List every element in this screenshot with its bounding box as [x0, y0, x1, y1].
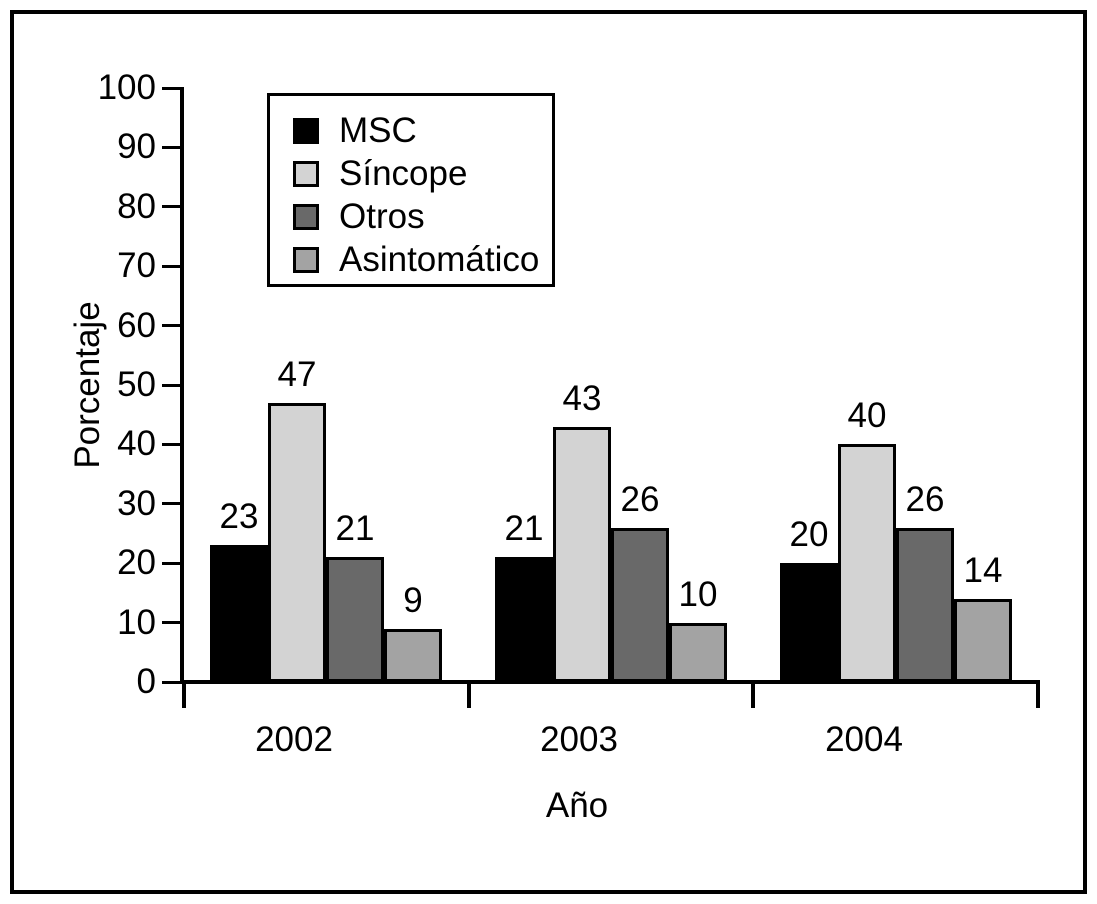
- bar-asintomático-2003: [669, 623, 727, 682]
- y-tick-label: 80: [117, 186, 156, 226]
- bar-value-label: 20: [789, 515, 829, 554]
- bar-value-label: 26: [905, 480, 945, 519]
- bar-síncope-2004: [838, 444, 896, 682]
- legend-row: MSC: [293, 109, 552, 152]
- x-axis-title: Año: [545, 786, 609, 825]
- y-tick-mark: [162, 145, 184, 149]
- legend-label: Asintomático: [339, 239, 540, 279]
- y-tick-mark: [162, 502, 184, 506]
- y-tick-label: 30: [117, 483, 156, 523]
- y-tick-mark: [162, 205, 184, 209]
- legend-label: MSC: [339, 110, 417, 150]
- x-tick-mark: [1036, 680, 1040, 708]
- y-tick-mark: [162, 561, 184, 565]
- bar-otros-2004: [896, 528, 954, 682]
- y-tick-label: 10: [117, 602, 156, 642]
- bar-msc-2004: [780, 563, 838, 682]
- x-category-label: 2004: [825, 720, 903, 759]
- legend-row: Otros: [293, 195, 552, 238]
- x-tick-mark: [751, 680, 755, 708]
- y-tick-label: 20: [117, 543, 156, 583]
- legend-label: Síncope: [339, 153, 468, 193]
- legend-swatch-otros: [293, 203, 319, 230]
- bar-otros-2002: [326, 557, 384, 682]
- bar-value-label: 40: [847, 396, 887, 435]
- y-tick-label: 100: [97, 68, 156, 107]
- y-tick-mark: [162, 86, 184, 90]
- bar-value-label: 43: [562, 379, 602, 418]
- legend-swatch-msc: [293, 117, 319, 144]
- bar-msc-2002: [210, 545, 268, 682]
- x-category-label: 2003: [540, 720, 618, 759]
- y-tick-mark: [162, 680, 184, 684]
- legend-label: Otros: [339, 196, 425, 236]
- legend-row: Síncope: [293, 152, 552, 195]
- bar-síncope-2002: [268, 403, 326, 682]
- y-tick-label: 50: [117, 365, 156, 404]
- y-tick-label: 40: [117, 424, 156, 464]
- bar-value-label: 14: [963, 551, 1003, 590]
- y-tick-mark: [162, 264, 184, 268]
- legend-swatch-asintomático: [293, 246, 319, 273]
- bar-value-label: 21: [504, 509, 544, 548]
- x-tick-mark: [182, 680, 186, 708]
- bar-msc-2003: [495, 557, 553, 682]
- x-category-label: 2002: [255, 720, 333, 759]
- y-tick-mark: [162, 621, 184, 625]
- x-tick-mark: [467, 680, 471, 708]
- bar-value-label: 10: [678, 575, 718, 614]
- y-tick-label: 60: [117, 305, 156, 345]
- y-tick-mark: [162, 383, 184, 387]
- y-tick-label: 90: [117, 127, 156, 167]
- bar-asintomático-2002: [384, 629, 442, 682]
- bar-value-label: 23: [219, 497, 259, 536]
- bar-value-label: 21: [335, 509, 375, 548]
- y-tick-mark: [162, 442, 184, 446]
- y-tick-label: 70: [117, 246, 156, 286]
- bar-otros-2003: [611, 528, 669, 682]
- bar-síncope-2003: [553, 427, 611, 682]
- bar-value-label: 47: [277, 355, 317, 394]
- legend-row: Asintomático: [293, 238, 552, 281]
- bar-value-label: 26: [620, 480, 660, 519]
- bar-value-label: 9: [403, 581, 423, 620]
- y-tick-label: 0: [136, 662, 156, 701]
- x-axis-line: [180, 680, 1038, 684]
- legend-swatch-síncope: [293, 160, 319, 187]
- bar-asintomático-2004: [954, 599, 1012, 682]
- y-tick-mark: [162, 324, 184, 328]
- legend: MSC Síncope Otros Asintomático: [267, 93, 555, 287]
